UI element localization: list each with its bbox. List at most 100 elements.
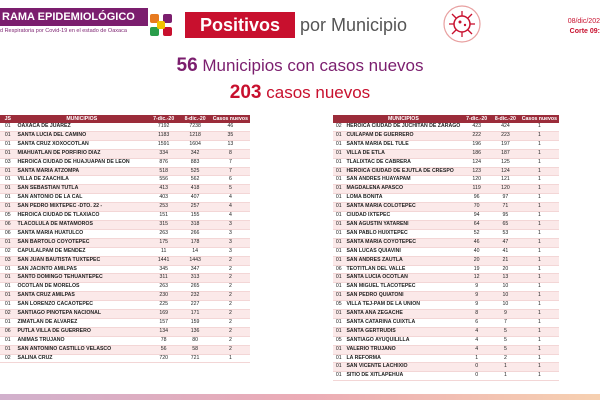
cell-js: 02 [0,247,16,257]
cell-8dic: 136 [179,327,211,337]
cell-casos-nuevos: 1 [519,140,559,150]
cell-casos-nuevos: 1 [519,193,559,204]
cell-casos-nuevos: 4 [210,202,250,213]
cell-casos-nuevos: 1 [519,158,559,168]
cell-js: 01 [0,291,16,302]
left-municipios-table: JS MUNICIPIOS 7-dic.-20 8-dic.-20 Casos … [0,115,250,364]
table-row: 01 SANTA CRUZ AMILPAS 230 232 2 [0,291,250,302]
cell-7dic: 8 [462,309,492,319]
cell-municipio: SAN BARTOLO COYOTEPEC [15,238,148,248]
table-row: 01 SANTA ANA ZEGACHE 8 9 1 [333,309,559,319]
cell-7dic: 263 [147,282,180,293]
cell-8dic: 1218 [179,131,211,141]
table-row: 01 MIAHUATLAN DE PORFIRIO DIAZ 334 342 8 [0,149,250,159]
cell-casos-nuevos: 1 [519,131,559,141]
cell-js: 01 [333,158,345,168]
table-row: 01 SANTA MARIA DEL TULE 196 197 1 [333,140,559,150]
casos-text: casos nuevos [266,83,371,102]
cell-8dic: 58 [179,345,211,355]
cell-js: 05 [0,211,16,221]
cell-casos-nuevos: 2 [210,273,250,284]
cell-municipio: SANTA MARIA ATZOMPA [15,167,148,177]
cell-8dic: 232 [179,291,211,302]
cell-8dic: 124 [491,167,520,177]
cell-js: 02 [333,123,345,132]
cell-municipio: SANTA GERTRUDIS [344,327,463,337]
cell-8dic: 10 [491,282,520,293]
cell-casos-nuevos: 2 [210,318,250,328]
cell-7dic: 134 [147,327,180,337]
cell-7dic: 263 [147,229,180,239]
cell-8dic: 71 [491,202,520,213]
cell-js: 01 [0,273,16,284]
cell-js: 01 [0,175,16,186]
cell-js: 01 [0,238,16,248]
cell-8dic: 159 [179,318,211,328]
cell-casos-nuevos: 8 [210,149,250,159]
cell-js: 01 [0,345,16,355]
cell-municipio: SANTO DOMINGO TEHUANTEPEC [15,273,148,284]
cell-js: 01 [0,184,16,195]
cell-8dic: 187 [491,149,520,159]
cell-casos-nuevos: 2 [210,291,250,302]
cell-8dic: 266 [179,229,211,239]
cell-8dic: 318 [179,220,211,230]
cell-js: 06 [0,220,16,230]
cell-municipio: MIAHUATLAN DE PORFIRIO DIAZ [15,149,148,159]
cell-casos-nuevos: 2 [210,282,250,293]
table-row: 03 SAN JUAN BAUTISTA TUXTEPEC 1441 1443 2 [0,256,250,266]
corte-label: Corte 09: [569,28,600,35]
cell-7dic: 157 [147,318,180,328]
cell-7dic: 169 [147,309,180,319]
table-row: 01 CUILAPAM DE GUERRERO 222 223 1 [333,131,559,141]
cell-municipio: TLACOLULA DE MATAMOROS [15,220,148,230]
cell-municipio: SAN PEDRO MIXTEPEC -DTO. 22 - [15,202,148,213]
cell-7dic: 4 [462,345,492,355]
cell-8dic: 407 [179,193,211,204]
cell-7dic: 311 [147,273,180,284]
cell-7dic: 123 [462,167,492,177]
table-row: 01 SAN PABLO HUIXTEPEC 52 53 1 [333,229,559,239]
cell-municipio: TEOTITLAN DEL VALLE [344,265,463,275]
cell-casos-nuevos: 2 [210,345,250,355]
cell-7dic: 1183 [147,131,180,141]
cell-municipio: SAN MIGUEL TLACOTEPEC [344,282,463,293]
cell-7dic: 196 [462,140,492,150]
cell-8dic: 9 [491,309,520,319]
cell-municipio: ANIMAS TRUJANO [15,336,148,346]
cell-7dic: 19 [462,265,492,275]
cell-casos-nuevos: 1 [519,273,559,284]
table-row: 01 SANTA CATARINA CUIXTLA 6 7 1 [333,318,559,328]
casos-count: 203 [229,82,262,103]
table-row: 01 SITIO DE XITLAPEHUA 0 1 1 [333,371,559,382]
table-row: 06 SANTA MARIA HUATULCO 263 266 3 [0,229,250,239]
cell-8dic: 80 [179,336,211,346]
cell-js: 01 [333,175,345,186]
cell-8dic: 13 [491,273,520,284]
cell-municipio: SAN PABLO HUIXTEPEC [344,229,463,239]
cell-js: 01 [0,282,16,293]
col-municipio: MUNICIPIOS [344,115,463,123]
cell-js: 01 [0,140,16,150]
table-row: 01 SANTA MARIA ATZOMPA 518 525 7 [0,167,250,177]
table-row: 01 SANTA GERTRUDIS 4 5 1 [333,327,559,337]
cell-municipio: SANTA LUCIA DEL CAMINO [15,131,148,141]
cell-7dic: 64 [462,220,492,230]
cell-casos-nuevos: 1 [519,371,559,382]
table-row: 05 HEROICA CIUDAD DE TLAXIACO 151 155 4 [0,211,250,221]
cell-8dic: 120 [491,184,520,195]
cell-7dic: 518 [147,167,180,177]
cell-js: 01 [333,318,345,328]
cell-municipio: SAN AGUSTIN YATARENI [344,220,463,230]
cell-municipio: SAN VICENTE LACHIXIO [344,362,463,373]
casos-headline: 203 casos nuevos [0,82,600,104]
cell-js: 01 [333,291,345,302]
table-row: 01 VILLA DE ZAACHILA 556 562 6 [0,175,250,186]
cell-casos-nuevos: 6 [210,175,250,186]
cell-7dic: 225 [147,300,180,311]
table-row: 01 OAXACA DE JUAREZ 7192 7238 46 [0,123,250,132]
cell-municipio: VALERIO TRUJANO [344,345,463,355]
cell-municipio: VILLA DE ZAACHILA [15,175,148,186]
cell-js: 01 [0,300,16,311]
cell-js: 06 [0,327,16,337]
